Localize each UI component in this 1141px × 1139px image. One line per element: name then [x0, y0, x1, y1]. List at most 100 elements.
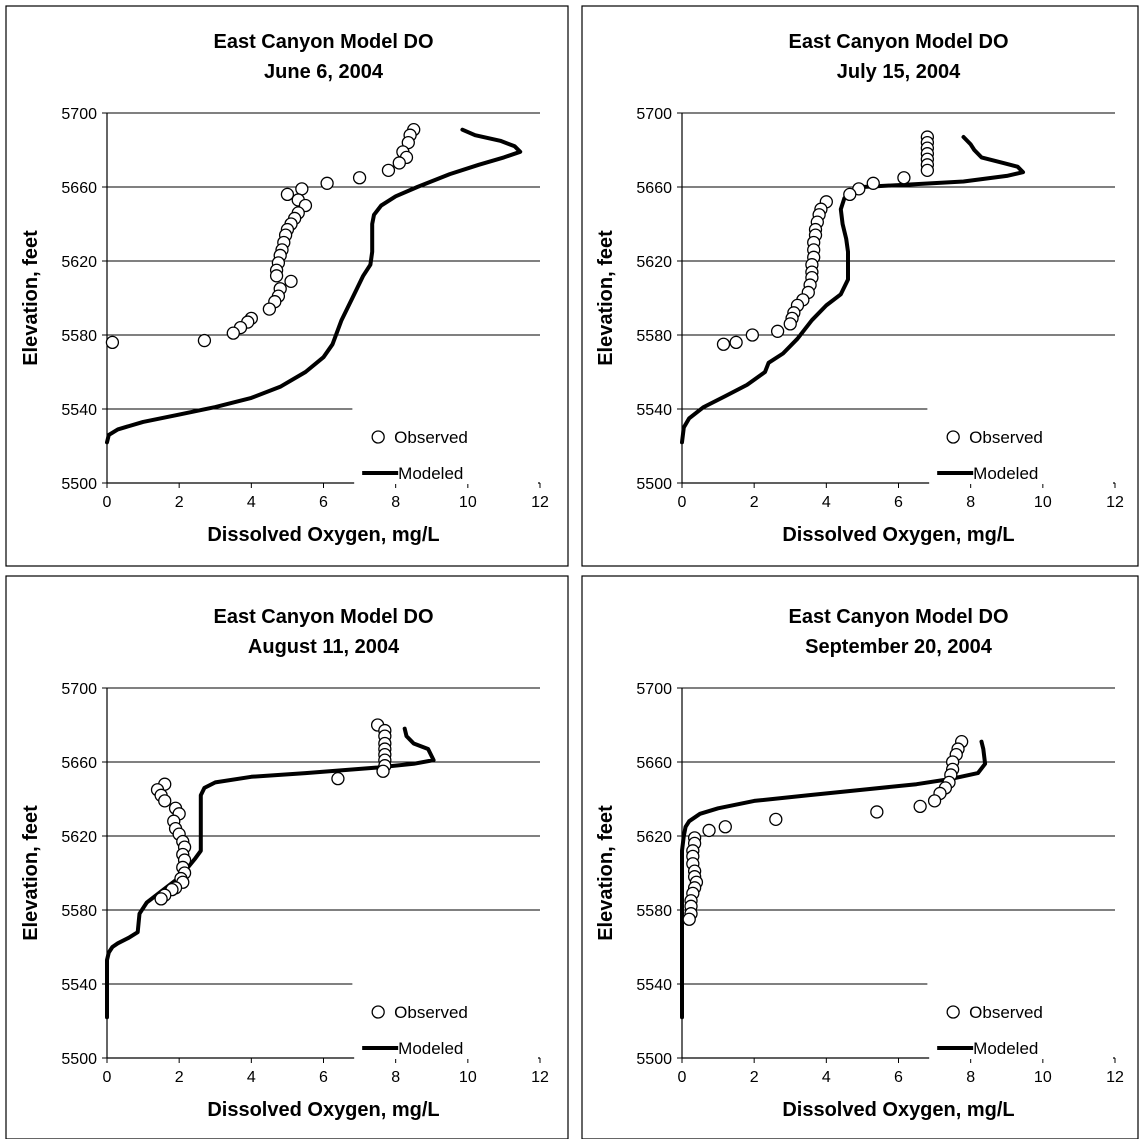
chart-title: East Canyon Model DO [788, 606, 1008, 628]
modeled-line [680, 135, 1025, 445]
observed-point [392, 156, 406, 170]
y-tick-label: 5700 [636, 681, 672, 698]
observed-point [197, 333, 212, 348]
observed-point [927, 794, 942, 808]
legend-modeled-label: Modeled [398, 1039, 463, 1058]
x-axis-title: Dissolved Oxygen, mg/L [782, 524, 1014, 546]
x-tick-label: 0 [103, 494, 112, 511]
observed-point [381, 163, 396, 178]
y-tick-label: 5500 [61, 1051, 97, 1068]
y-tick-label: 5660 [61, 755, 97, 772]
x-axis-title: Dissolved Oxygen, mg/L [782, 1099, 1014, 1121]
x-tick-label: 10 [1034, 1069, 1052, 1086]
observed-point [269, 269, 284, 283]
y-tick-label: 5700 [61, 106, 97, 123]
observed-point [729, 335, 743, 350]
y-axis-title: Elevation, feet [20, 230, 42, 366]
x-tick-label: 8 [966, 1069, 975, 1086]
x-tick-label: 0 [678, 1069, 687, 1086]
observed-point [331, 772, 345, 786]
y-tick-label: 5580 [61, 903, 97, 920]
x-tick-label: 8 [966, 494, 975, 511]
y-axis-title: Elevation, feet [20, 805, 42, 941]
panel-frame [5, 575, 569, 1139]
legend-modeled-label: Modeled [973, 1039, 1038, 1058]
legend-observed-marker [371, 430, 385, 444]
observed-point [295, 182, 309, 196]
observed-point [320, 176, 334, 190]
observed-point [702, 823, 716, 838]
observed-point [913, 799, 927, 814]
observed-point [352, 171, 367, 185]
chart-subtitle: June 6, 2004 [264, 61, 384, 83]
x-tick-label: 0 [103, 1069, 112, 1086]
x-axis-title: Dissolved Oxygen, mg/L [207, 1099, 439, 1121]
y-tick-label: 5660 [636, 755, 672, 772]
y-tick-label: 5620 [636, 829, 672, 846]
chart-title: East Canyon Model DO [213, 606, 433, 628]
observed-point [376, 764, 390, 778]
y-tick-label: 5700 [636, 106, 672, 123]
x-tick-label: 2 [175, 1069, 184, 1086]
legend-observed-marker [946, 430, 960, 444]
x-tick-label: 12 [1106, 494, 1124, 511]
y-tick-label: 5700 [61, 681, 97, 698]
x-tick-label: 4 [822, 494, 831, 511]
x-tick-label: 12 [531, 494, 549, 511]
legend-observed-marker [371, 1005, 385, 1019]
y-tick-label: 5540 [61, 977, 97, 994]
y-tick-label: 5620 [61, 829, 97, 846]
observed-point [866, 176, 880, 190]
y-tick-label: 5500 [61, 476, 97, 493]
x-tick-label: 2 [175, 494, 184, 511]
x-tick-label: 6 [894, 1069, 903, 1086]
observed-point [770, 324, 785, 338]
observed-point [280, 187, 295, 202]
legend-observed-label: Observed [394, 428, 468, 447]
y-tick-label: 5660 [636, 180, 672, 197]
observed-point [769, 812, 783, 826]
y-tick-label: 5540 [636, 402, 672, 419]
chart-subtitle: August 11, 2004 [248, 636, 400, 658]
observed-point [920, 163, 935, 178]
y-tick-label: 5580 [636, 903, 672, 920]
observed-point [158, 794, 172, 808]
x-tick-label: 6 [319, 494, 328, 511]
x-tick-label: 4 [247, 1069, 256, 1086]
chart-panel-3: East Canyon Model DO August 11, 2004 0 2 4 6 8… [5, 575, 569, 1139]
legend-observed-label: Observed [394, 1003, 468, 1022]
panel-frame [581, 5, 1139, 567]
observed-point [284, 274, 298, 289]
legend-modeled-label: Modeled [973, 464, 1038, 483]
observed-point [154, 892, 168, 906]
y-axis-title: Elevation, feet [595, 230, 617, 366]
legend-observed-marker [946, 1005, 960, 1019]
chart-panel-1: East Canyon Model DO June 6, 2004 0 2 4 6 8 10 1… [5, 5, 569, 567]
chart-subtitle: September 20, 2004 [805, 636, 993, 658]
panel-frame [581, 575, 1139, 1139]
modeled-line [680, 739, 988, 1020]
x-tick-label: 12 [531, 1069, 549, 1086]
y-tick-label: 5580 [636, 328, 672, 345]
x-tick-label: 0 [678, 494, 687, 511]
x-tick-label: 6 [319, 1069, 328, 1086]
y-tick-label: 5540 [61, 402, 97, 419]
observed-point [897, 171, 911, 185]
chart-subtitle: July 15, 2004 [837, 61, 961, 83]
panel-frame [5, 5, 569, 567]
modeled-line [105, 127, 523, 445]
y-tick-label: 5540 [636, 977, 672, 994]
observed-point [870, 805, 884, 819]
y-tick-label: 5580 [61, 328, 97, 345]
observed-point [682, 912, 696, 926]
observed-point [262, 302, 277, 316]
y-tick-label: 5500 [636, 1051, 672, 1068]
y-tick-label: 5660 [61, 180, 97, 197]
observed-point [718, 820, 732, 834]
x-tick-label: 12 [1106, 1069, 1124, 1086]
observed-point [716, 337, 731, 351]
x-tick-label: 2 [750, 494, 759, 511]
observed-point [105, 335, 120, 350]
legend-observed-label: Observed [969, 428, 1043, 447]
